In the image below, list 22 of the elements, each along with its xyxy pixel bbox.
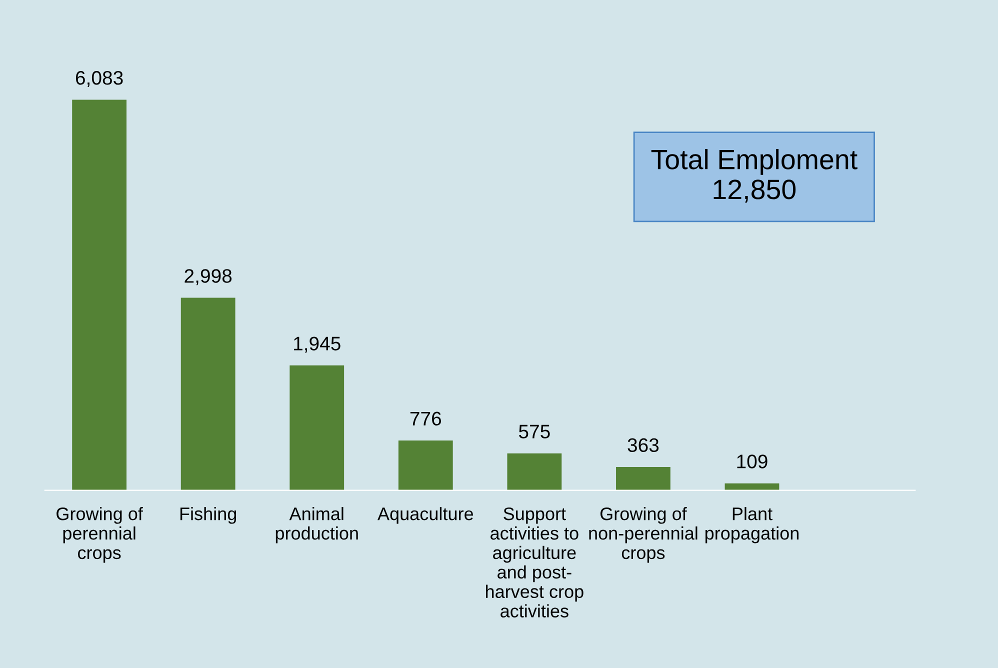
data-label: 2,998	[184, 269, 232, 286]
x-tick-label: Growing of non-perennial crops	[589, 506, 698, 563]
bar	[616, 467, 670, 490]
x-tick-label: Fishing	[180, 506, 236, 524]
annotation: Total Emploment 12,850	[651, 148, 858, 203]
data-label: 1,945	[294, 336, 340, 353]
data-label: 776	[410, 412, 442, 426]
data-label: 6,083	[76, 70, 123, 88]
x-tick-label: Aquaculture	[378, 506, 474, 524]
x-tick-label: Animal production	[276, 506, 358, 544]
data-label: 109	[737, 454, 768, 468]
bar	[180, 298, 236, 490]
data-label: 363	[628, 438, 659, 452]
bar	[398, 440, 453, 490]
bar	[724, 483, 780, 490]
bar	[290, 365, 344, 490]
x-tick-label: Support activities to agriculture and post-harvest crop activities	[486, 507, 584, 618]
x-tick-label: Plant propagation	[705, 506, 799, 544]
bar	[507, 453, 562, 490]
bar	[72, 100, 126, 490]
data-label: 575	[518, 424, 550, 438]
x-tick-label: Growing of perennial crops	[56, 506, 143, 563]
